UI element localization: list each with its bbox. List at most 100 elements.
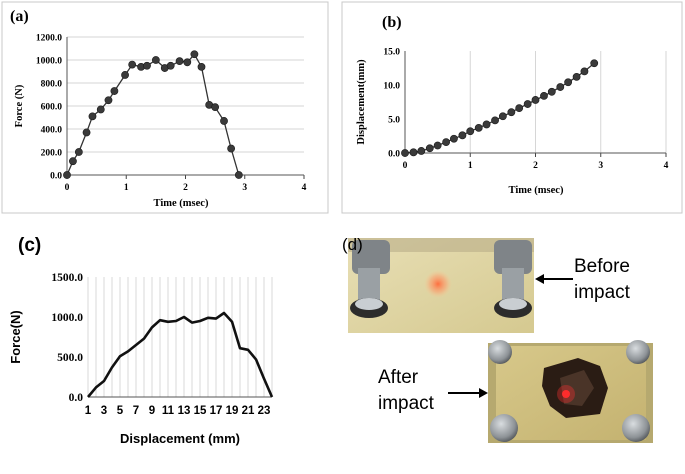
chart-a-x-tick: 1 xyxy=(124,183,129,193)
chart-a-data-point xyxy=(220,117,228,125)
chart-b-x-tick: 1 xyxy=(468,161,473,171)
before-impact-photo xyxy=(348,238,534,333)
photo-panel-label: (d) xyxy=(342,235,363,254)
chart-c-y-tick: 500.0 xyxy=(57,352,83,364)
chart-b-data-point xyxy=(409,148,418,157)
chart-b-data-point xyxy=(425,144,434,153)
chart-a-y-tick: 1200.0 xyxy=(36,33,62,43)
after-label-line2: impact xyxy=(378,393,435,414)
chart-a-data-point xyxy=(96,105,105,114)
chart-a-x-tick: 0 xyxy=(65,183,70,193)
chart-b-x-tick: 3 xyxy=(598,161,603,171)
photo-panel-svg: (d) Before impact After impact xyxy=(342,235,653,443)
chart-a-y-label: Force (N) xyxy=(14,84,25,127)
chart-b-data-point xyxy=(466,127,475,136)
chart-a-data-point xyxy=(234,171,243,179)
chart-a-x-tick: 2 xyxy=(183,183,188,193)
chart-a-data-point xyxy=(190,50,199,59)
chart-b-data-point xyxy=(523,100,532,108)
chart-b-data-point xyxy=(547,87,556,96)
before-label-line1: Before xyxy=(574,256,630,277)
chart-a-data-point xyxy=(128,60,137,69)
chart-b-y-tick: 15.0 xyxy=(383,47,400,57)
chart-c-x-tick: 1 xyxy=(85,405,92,417)
chart-b-data-point xyxy=(474,123,483,132)
chart-a-y-tick: 800.0 xyxy=(41,79,63,89)
before-label-line2: impact xyxy=(574,282,631,303)
chart-b-data-point xyxy=(450,134,458,143)
chart-b-data-point xyxy=(458,131,467,140)
chart-a-data-point xyxy=(104,96,113,105)
chart-b-data-point xyxy=(590,59,599,68)
chart-b-y-tick: 0.0 xyxy=(388,149,400,159)
chart-a-data-point xyxy=(69,157,77,166)
chart-c-x-tick: 9 xyxy=(149,405,155,417)
chart-b-y-tick: 5.0 xyxy=(388,115,400,125)
after-label-line1: After xyxy=(378,367,419,388)
chart-c-x-tick: 13 xyxy=(178,405,191,417)
chart-b-x-tick: 2 xyxy=(533,161,538,171)
chart-a-x-tick: 4 xyxy=(302,183,307,193)
after-arrow-head xyxy=(479,388,488,398)
chart-a-data-point xyxy=(227,144,236,153)
chart-b-frame xyxy=(341,1,683,214)
chart-b-data-point xyxy=(515,104,524,113)
chart-c-y-tick: 1500.0 xyxy=(51,272,83,284)
chart-a-y-tick: 0.0 xyxy=(50,171,62,181)
chart-b-data-point xyxy=(442,138,451,147)
chart-a-data-point xyxy=(143,61,151,70)
chart-b-data-point xyxy=(564,78,573,87)
chart-a-data-point xyxy=(74,148,83,156)
chart-b-x-tick: 0 xyxy=(403,161,408,171)
chart-a-data-point xyxy=(82,128,91,137)
chart-b-data-point xyxy=(556,83,565,91)
chart-a-data-point xyxy=(63,171,71,179)
chart-b-data-point xyxy=(507,108,516,117)
chart-b-data-point xyxy=(401,149,409,157)
chart-a: (a) 0.0 200.0 400.0 600.0 800.0 1000.0 1200.0 0 1… xyxy=(1,1,329,214)
chart-b-y-label: Displacement(mm) xyxy=(356,59,367,145)
chart-c-x-tick: 5 xyxy=(117,405,124,417)
before-arrow-head xyxy=(535,274,544,284)
chart-b-data-point xyxy=(498,112,507,121)
chart-b-data-point xyxy=(433,141,442,150)
chart-b-data-point xyxy=(572,72,581,81)
chart-c-x-tick: 17 xyxy=(210,405,223,417)
chart-b-y-tick: 10.0 xyxy=(383,81,400,91)
chart-c-y-tick: 0.0 xyxy=(69,392,84,404)
chart-a-data-point xyxy=(211,103,220,112)
chart-c-panel-label: (c) xyxy=(18,235,41,256)
chart-c-x-tick: 21 xyxy=(242,405,255,417)
chart-b-data-point xyxy=(417,147,426,155)
chart-a-data-point xyxy=(166,61,175,70)
after-impact-photo xyxy=(488,340,653,443)
chart-c-x-tick: 11 xyxy=(162,405,175,417)
chart-a-y-tick: 1000.0 xyxy=(36,56,62,66)
chart-a-panel: (a) 0.0 200.0 400.0 600.0 800.0 1000.0 1200.0 0 1… xyxy=(0,0,330,215)
chart-a-data-point xyxy=(110,87,119,95)
chart-a-data-point xyxy=(88,112,97,121)
photo-panel: (d) Before impact After impact xyxy=(338,228,685,469)
chart-b-panel-label: (b) xyxy=(382,14,402,31)
chart-b-data-point xyxy=(491,116,499,125)
chart-c-x-tick: 23 xyxy=(258,405,271,417)
chart-b-panel: (b) 0.0 5.0 10.0 15.0 0 1 2 3 4 Time (msec) Displac… xyxy=(340,0,685,215)
chart-b: (b) 0.0 5.0 10.0 15.0 0 1 2 3 4 Time (msec) Displac… xyxy=(341,1,683,214)
chart-a-data-point xyxy=(175,57,184,66)
chart-a-y-tick: 200.0 xyxy=(41,148,63,158)
chart-b-x-label: Time (msec) xyxy=(509,185,564,196)
chart-a-y-tick: 400.0 xyxy=(41,125,63,135)
chart-b-data-point xyxy=(482,120,491,129)
chart-c-x-tick: 15 xyxy=(194,405,207,417)
chart-b-data-point xyxy=(531,96,540,104)
chart-c-x-tick: 3 xyxy=(101,405,107,417)
chart-c-x-tick: 19 xyxy=(226,405,239,417)
chart-c-x-label: Displacement (mm) xyxy=(120,431,240,446)
chart-a-panel-label: (a) xyxy=(10,8,29,25)
chart-c-y-tick: 1000.0 xyxy=(51,312,83,324)
chart-c-panel: (c) 0.0 500.0 1000.0 1500.0 1 3 5 7 9 11 13 15 17 19 21… xyxy=(0,225,330,469)
chart-a-data-point xyxy=(183,58,192,67)
chart-b-data-point xyxy=(540,91,548,100)
chart-a-data-point xyxy=(121,71,129,79)
